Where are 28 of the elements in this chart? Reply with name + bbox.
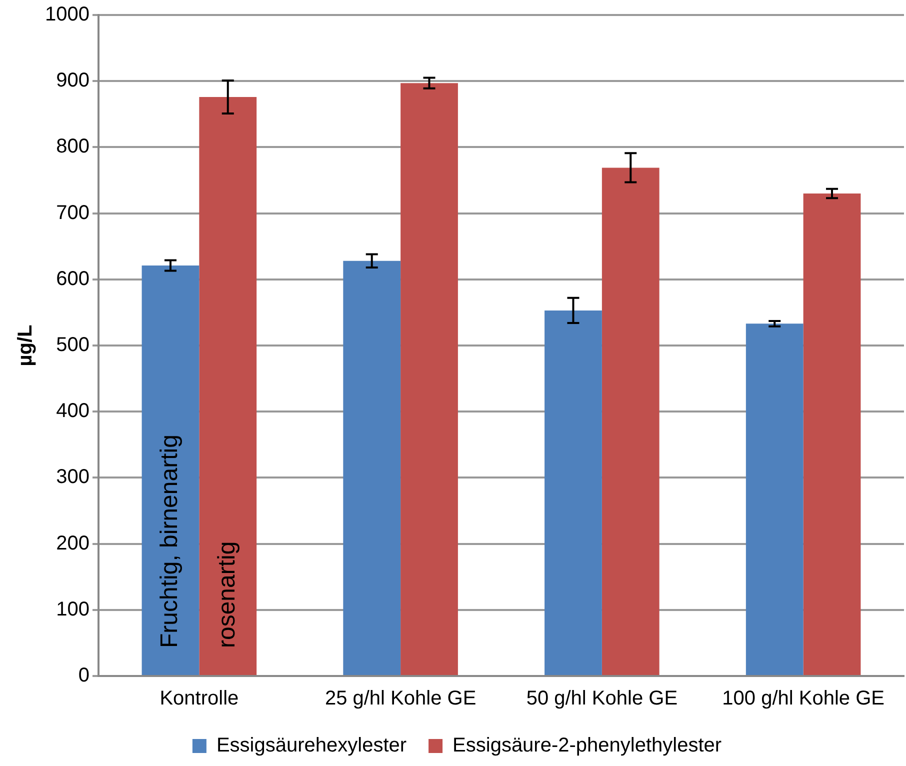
y-tick-label: 400 [56,400,90,422]
bar [199,96,257,675]
bar [544,310,602,675]
annotation: Fruchtig, birnenartig [156,434,184,648]
bar [803,193,861,675]
x-tick-label: Kontrolle [160,688,239,710]
bar [746,324,804,675]
legend-label: Essigsäurehexylester [216,734,407,757]
y-tick-label: 0 [78,664,90,687]
bar [343,260,401,675]
y-tick-label: 500 [56,334,90,356]
bar [142,266,200,675]
y-axis-title: µg/L [14,324,37,366]
annotation: rosenartig [214,541,240,648]
bar [602,168,660,675]
y-tick-label: 800 [56,136,90,158]
y-tick-label: 600 [56,268,90,290]
x-tick-label: 50 g/hl Kohle GE [526,688,678,710]
y-tick-label: 1000 [44,4,90,26]
x-tick-label: 25 g/hl Kohle GE [324,688,476,710]
y-tick-label: 900 [56,70,90,92]
y-tick-label: 300 [56,466,90,488]
y-tick-label: 100 [56,598,90,620]
y-tick-label: 700 [56,202,90,224]
y-tick-label: 200 [56,532,90,554]
x-tick-label: 100 g/hl Kohle GE [722,688,884,710]
bar [400,83,458,675]
legend-label: Essigsäure-2-phenylethylester [452,734,722,757]
